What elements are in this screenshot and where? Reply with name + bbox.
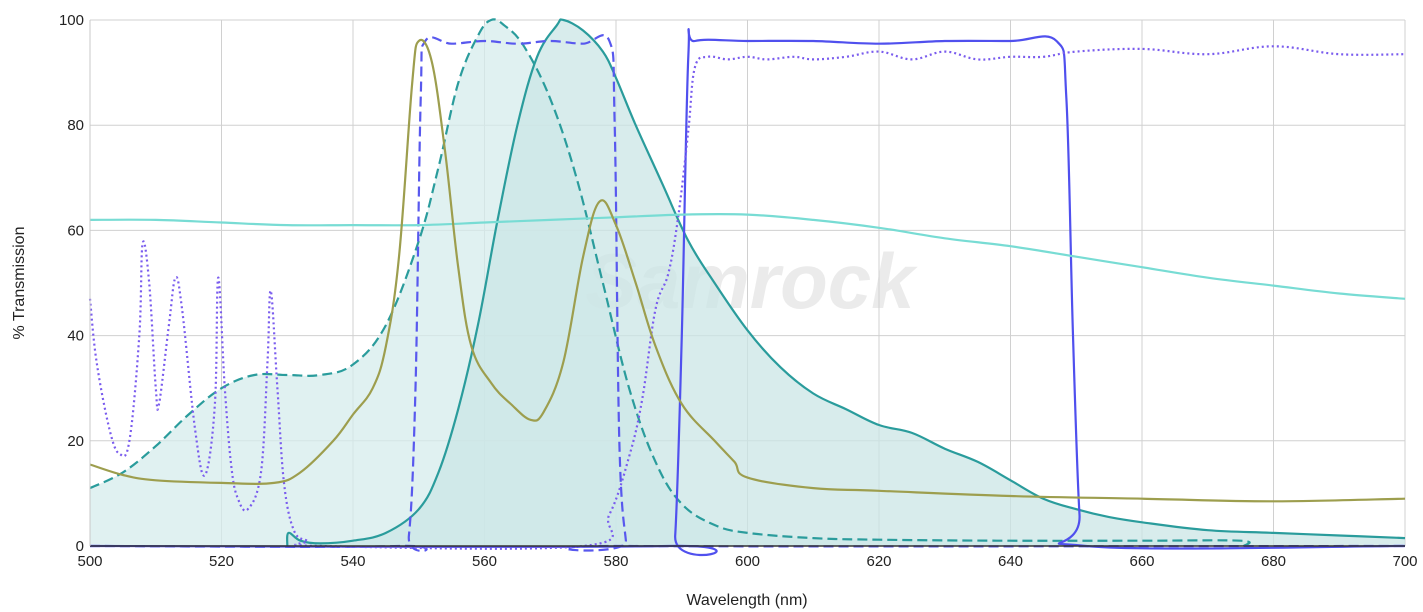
emission-spectrum-fill bbox=[287, 19, 1405, 547]
x-tick-label: 600 bbox=[735, 553, 760, 570]
y-tick-label: 100 bbox=[59, 12, 84, 29]
x-tick-label: 520 bbox=[209, 553, 234, 570]
dichroic-mirror-line bbox=[88, 45, 1406, 550]
emitter-filter-line bbox=[89, 28, 1406, 557]
y-tick-label: 80 bbox=[67, 117, 84, 134]
camera-qe-line bbox=[89, 212, 1406, 300]
excitation-spectrum-fill bbox=[90, 19, 1250, 546]
x-tick-label: 660 bbox=[1129, 553, 1154, 570]
x-tick-label: 680 bbox=[1261, 553, 1286, 570]
y-axis-title: % Transmission bbox=[11, 227, 28, 340]
x-tick-labels: 500 520 540 560 580 600 620 640 660 680 700 bbox=[77, 553, 1417, 570]
x-tick-label: 560 bbox=[472, 553, 497, 570]
series-lines bbox=[88, 18, 1406, 557]
excitation-spectrum-line bbox=[89, 18, 1251, 548]
x-tick-label: 580 bbox=[603, 553, 628, 570]
y-tick-label: 0 bbox=[76, 538, 84, 555]
y-tick-label: 60 bbox=[67, 222, 84, 239]
y-tick-labels: 0 20 40 60 80 100 bbox=[59, 12, 84, 555]
light-source-line bbox=[89, 38, 1406, 503]
x-axis-title: Wavelength (nm) bbox=[686, 592, 807, 609]
exciter-filter-line bbox=[89, 34, 1406, 553]
emission-spectrum-line bbox=[286, 18, 1406, 547]
series-fills bbox=[90, 19, 1405, 547]
x-tick-label: 500 bbox=[77, 553, 102, 570]
x-tick-label: 640 bbox=[998, 553, 1023, 570]
y-tick-label: 20 bbox=[67, 433, 84, 450]
x-tick-label: 540 bbox=[340, 553, 365, 570]
y-tick-label: 40 bbox=[67, 328, 84, 345]
axes bbox=[89, 20, 1405, 547]
x-tick-label: 700 bbox=[1392, 553, 1417, 570]
x-tick-label: 620 bbox=[866, 553, 891, 570]
